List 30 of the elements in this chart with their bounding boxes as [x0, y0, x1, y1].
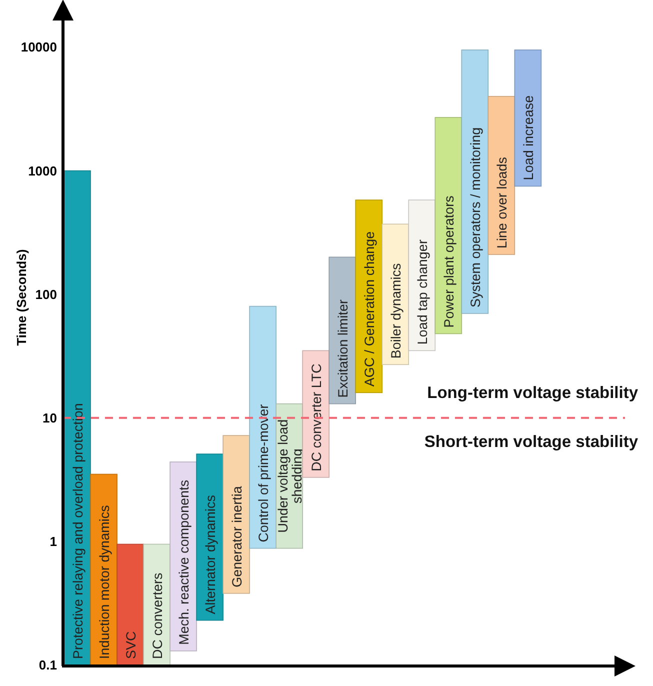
y-tick-label: 1000: [28, 163, 57, 178]
x-tick-label: Load tap changer: [414, 239, 430, 345]
bar: [116, 544, 144, 666]
annotation: Short-term voltage stability: [424, 432, 639, 451]
x-tick-label: Line over loads: [494, 156, 510, 249]
y-axis-title: Time (Seconds): [14, 249, 29, 346]
x-tick-label: Induction motor dynamics: [96, 504, 112, 659]
x-tick-label: Control of prime-mover: [256, 404, 271, 542]
y-tick-label: 10: [42, 410, 57, 426]
bar: [249, 306, 276, 549]
x-tick-label: Protective relaying and overload protection: [70, 403, 86, 659]
bar: [514, 50, 542, 187]
x-tick-label: Load increase: [520, 95, 536, 180]
x-tick-label: Boiler dynamics: [388, 263, 404, 359]
x-tick-label: System operators / monitoring: [468, 127, 483, 308]
x-tick-label: Alternator dynamics: [202, 494, 218, 614]
y-tick-label: 1: [50, 534, 57, 549]
y-tick-label: 10000: [20, 40, 57, 55]
y-tick-label: 0.1: [38, 658, 57, 673]
x-tick-label: SVC: [123, 630, 138, 659]
x-tick-label: DC converter LTC: [308, 363, 324, 472]
x-tick-label: DC converters: [150, 572, 165, 659]
x-tick-label: Excitation limiter: [335, 299, 350, 398]
x-tick-label: Power plant operators: [441, 195, 456, 328]
annotation: Long-term voltage stability: [427, 384, 639, 402]
x-tick-label: Generator inertia: [229, 486, 244, 588]
x-tick-label: Under voltage load shedding: [275, 419, 304, 533]
y-tick-label: 100: [35, 286, 57, 302]
x-tick-label: Mech. reactive components: [176, 480, 192, 645]
x-tick-label: AGC / Generation change: [362, 231, 377, 387]
